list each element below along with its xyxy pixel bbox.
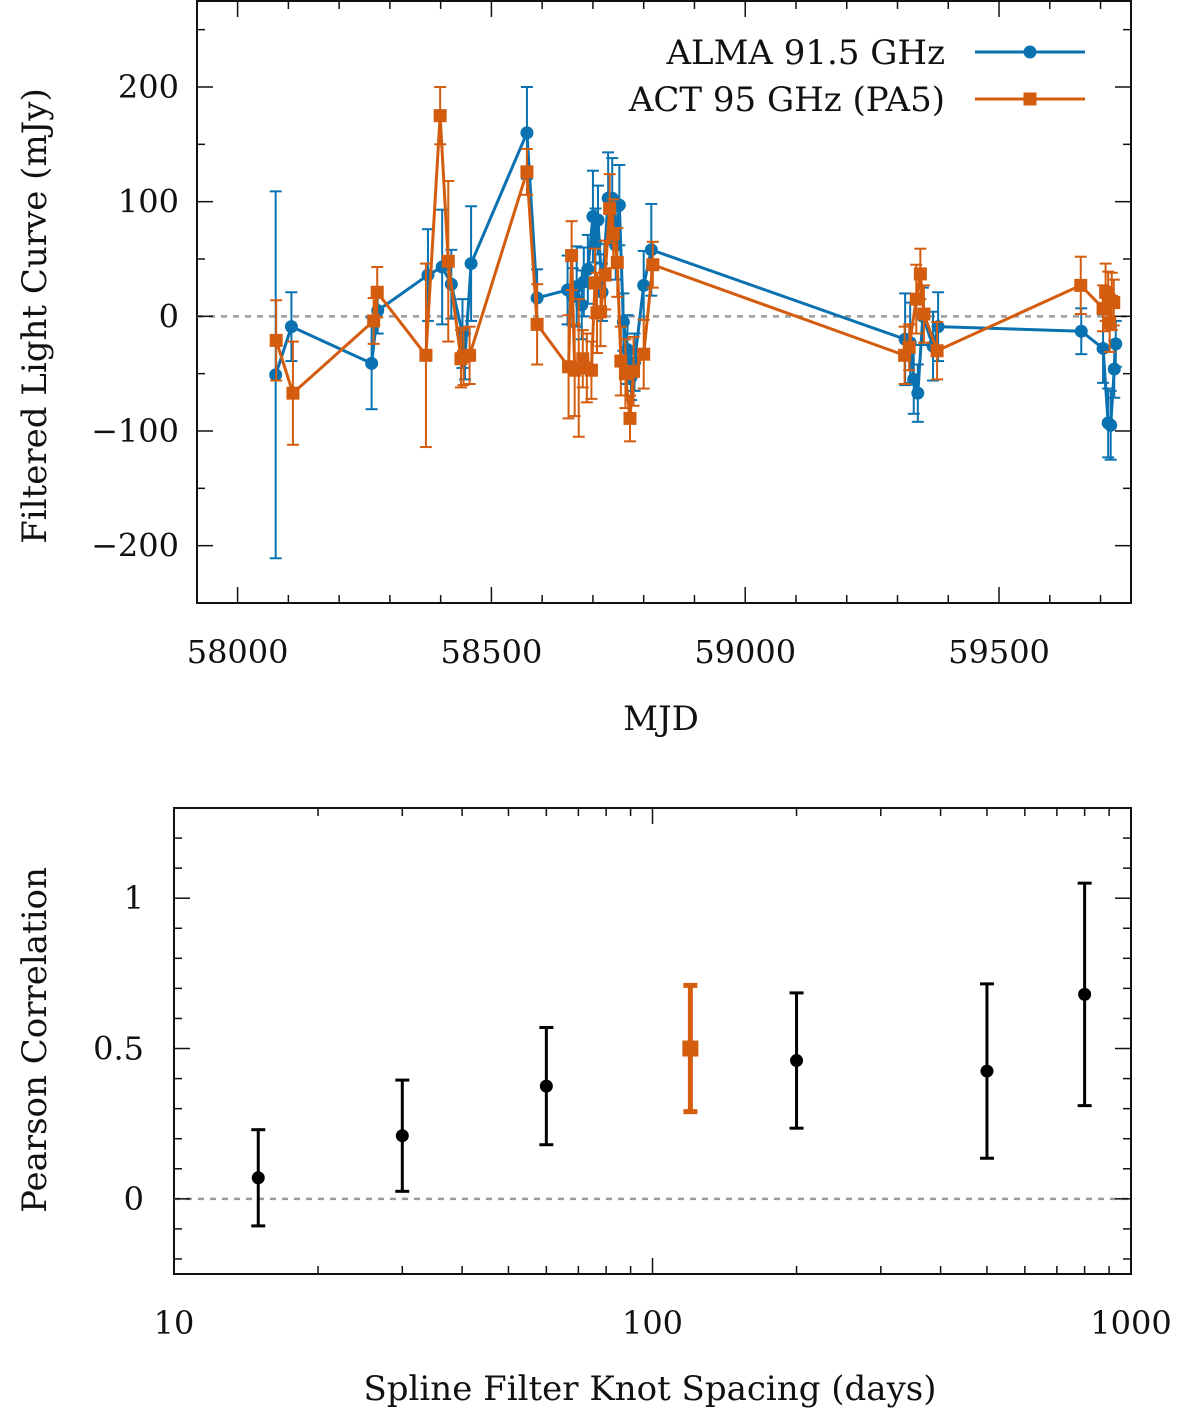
data-point (931, 320, 945, 334)
data-point (980, 1064, 994, 1078)
data-point (464, 257, 478, 271)
data-point (269, 333, 283, 347)
series-alma (269, 86, 1123, 560)
data-point (520, 126, 534, 140)
light-curve-x-axis-title: MJD (623, 699, 699, 739)
light-curve-tick-labels: 58000 58500 59000 59500 −200 −100 0 100 200 (91, 68, 1050, 671)
data-point (581, 262, 595, 276)
correlation-ticks (174, 808, 1131, 1274)
x-tick-label: 100 (622, 1304, 683, 1342)
y-tick-label: −100 (91, 412, 179, 450)
y-tick-label: 0 (124, 1180, 144, 1218)
data-point (917, 307, 931, 321)
y-tick-label: 100 (118, 183, 179, 221)
light-curve-legend: ALMA 91.5 GHz ACT 95 GHz (PA5) (628, 33, 1085, 120)
data-point (1107, 362, 1121, 376)
data-point (284, 320, 298, 334)
correlation-y-axis-title: Pearson Correlation (15, 867, 55, 1213)
y-tick-label: 200 (118, 68, 179, 106)
x-tick-label: 58500 (441, 633, 543, 671)
data-point (1103, 316, 1117, 330)
data-point (1074, 324, 1088, 338)
data-point (913, 267, 927, 281)
light-curve-ticks (197, 1, 1131, 603)
x-tick-label: 58000 (187, 633, 289, 671)
x-tick-label: 59500 (948, 633, 1050, 671)
data-point (463, 348, 477, 362)
data-point (577, 275, 591, 289)
legend-label-act: ACT 95 GHz (PA5) (628, 80, 945, 120)
data-point (520, 165, 534, 179)
correlation-series (251, 881, 1092, 1228)
data-point (637, 278, 651, 292)
legend-label-alma: ALMA 91.5 GHz (665, 33, 945, 73)
data-point (365, 356, 379, 370)
data-point (1096, 341, 1110, 355)
data-point (419, 348, 433, 362)
data-point (627, 364, 641, 378)
data-point (591, 213, 605, 227)
data-point (367, 314, 381, 328)
light-curve-series (269, 86, 1123, 560)
data-point (539, 1079, 553, 1093)
data-point (1109, 337, 1123, 351)
data-point (930, 344, 944, 358)
data-point (251, 1171, 265, 1185)
series-act (269, 86, 1121, 449)
data-point (286, 386, 300, 400)
data-point (370, 285, 384, 299)
correlation-x-axis-title: Spline Filter Knot Spacing (days) (364, 1369, 937, 1409)
data-point (682, 1040, 699, 1057)
data-point (790, 1054, 804, 1068)
data-point (433, 109, 447, 123)
series-line (274, 114, 1115, 420)
data-point (606, 227, 620, 241)
data-point (620, 343, 634, 357)
data-point (441, 254, 455, 268)
correlation-highlight (682, 982, 699, 1115)
correlation-panel: 10 100 1000 0 0.5 1 Spline Filter Knot Spacin… (15, 807, 1172, 1409)
data-point (614, 354, 628, 368)
light-curve-panel: 58000 58500 59000 59500 −200 −100 0 100 200 ALMA… (15, 0, 1132, 739)
data-point (646, 258, 660, 272)
y-tick-label: 1 (124, 879, 144, 917)
data-point (603, 202, 617, 216)
correlation-tick-labels: 10 100 1000 0 0.5 1 (93, 879, 1172, 1342)
y-tick-label: 0 (159, 297, 179, 335)
data-point (594, 305, 608, 319)
y-tick-label: 0.5 (93, 1030, 144, 1068)
legend-marker-alma (1023, 45, 1037, 59)
light-curve-y-axis-title: Filtered Light Curve (mJy) (15, 88, 55, 544)
data-point (565, 249, 579, 263)
data-point (584, 363, 598, 377)
data-point (644, 243, 658, 257)
legend-marker-act (1023, 92, 1037, 106)
data-point (909, 292, 923, 306)
data-point (902, 340, 916, 354)
data-point (1104, 418, 1118, 432)
data-point (1074, 278, 1088, 292)
data-point (1107, 296, 1121, 310)
data-point (907, 372, 921, 386)
x-tick-label: 1000 (1090, 1304, 1171, 1342)
data-point (911, 386, 925, 400)
data-point (623, 411, 637, 425)
x-tick-label: 59000 (694, 633, 796, 671)
data-point (588, 276, 602, 290)
data-point (598, 268, 612, 282)
correlation-points (251, 881, 1092, 1228)
data-point (395, 1129, 409, 1143)
data-point (530, 317, 544, 331)
data-point (637, 347, 651, 361)
data-point (588, 236, 602, 250)
data-point (610, 255, 624, 269)
light-curve-plot-frame (196, 0, 1132, 604)
y-tick-label: −200 (91, 527, 179, 565)
data-point (575, 298, 589, 312)
x-tick-label: 10 (154, 1304, 195, 1342)
data-point (1078, 987, 1092, 1001)
data-point (421, 268, 435, 282)
